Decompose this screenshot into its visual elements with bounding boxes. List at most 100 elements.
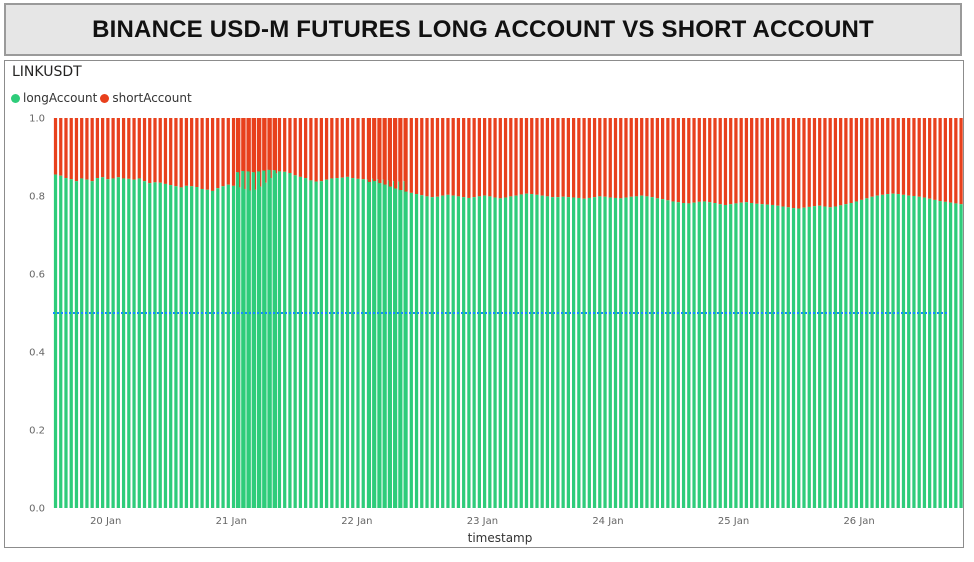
bar-short-account[interactable] bbox=[823, 118, 827, 207]
bar-long-account[interactable] bbox=[498, 198, 502, 508]
bar-long-account[interactable] bbox=[477, 196, 481, 508]
bar-long-account[interactable] bbox=[393, 188, 398, 508]
bar-long-account[interactable] bbox=[262, 170, 266, 508]
bar-long-account[interactable] bbox=[200, 188, 204, 508]
bar-long-account[interactable] bbox=[661, 199, 665, 508]
bar-short-account[interactable] bbox=[153, 118, 157, 183]
bar-short-account[interactable] bbox=[854, 118, 858, 202]
bar-short-account[interactable] bbox=[807, 118, 811, 207]
bar-short-account[interactable] bbox=[340, 118, 344, 178]
bar-long-account[interactable] bbox=[765, 204, 769, 508]
bar-short-account[interactable] bbox=[839, 118, 843, 206]
bar-short-account[interactable] bbox=[216, 118, 220, 189]
bar-short-account[interactable] bbox=[587, 118, 591, 198]
bar-long-account[interactable] bbox=[812, 206, 817, 508]
bar-long-account[interactable] bbox=[210, 190, 215, 508]
bar-long-account[interactable] bbox=[666, 200, 670, 509]
bar-short-account[interactable] bbox=[64, 118, 68, 179]
bar-short-account[interactable] bbox=[530, 118, 534, 195]
bar-short-account[interactable] bbox=[791, 118, 796, 209]
bar-long-account[interactable] bbox=[839, 205, 843, 509]
bar-short-account[interactable] bbox=[488, 118, 492, 197]
bar-short-account[interactable] bbox=[241, 118, 245, 172]
bar-long-account[interactable] bbox=[530, 194, 534, 509]
bar-long-account[interactable] bbox=[80, 178, 84, 508]
bar-short-account[interactable] bbox=[210, 118, 215, 191]
bar-short-account[interactable] bbox=[132, 118, 136, 180]
bar-long-account[interactable] bbox=[101, 177, 105, 508]
bar-long-account[interactable] bbox=[106, 179, 110, 508]
bar-long-account[interactable] bbox=[409, 192, 413, 508]
bar-long-account[interactable] bbox=[277, 171, 282, 508]
bar-long-account[interactable] bbox=[729, 204, 733, 508]
bar-short-account[interactable] bbox=[430, 118, 434, 198]
bar-short-account[interactable] bbox=[174, 118, 178, 187]
bar-short-account[interactable] bbox=[713, 118, 717, 204]
bar-long-account[interactable] bbox=[288, 172, 292, 508]
bar-short-account[interactable] bbox=[802, 118, 806, 208]
bar-short-account[interactable] bbox=[928, 118, 932, 199]
bar-short-account[interactable] bbox=[540, 118, 544, 196]
bar-long-account[interactable] bbox=[309, 180, 313, 508]
bar-long-account[interactable] bbox=[335, 178, 339, 508]
bar-short-account[interactable] bbox=[776, 118, 780, 206]
bar-long-account[interactable] bbox=[571, 197, 576, 508]
bar-short-account[interactable] bbox=[870, 118, 874, 197]
bar-short-account[interactable] bbox=[901, 118, 906, 195]
bar-short-account[interactable] bbox=[943, 118, 947, 202]
bar-long-account[interactable] bbox=[859, 199, 864, 508]
bar-long-account[interactable] bbox=[340, 177, 344, 509]
bar-short-account[interactable] bbox=[859, 118, 864, 200]
bar-long-account[interactable] bbox=[74, 181, 79, 508]
bar-long-account[interactable] bbox=[179, 187, 183, 509]
bar-long-account[interactable] bbox=[681, 203, 686, 508]
bar-short-account[interactable] bbox=[298, 118, 303, 177]
bar-long-account[interactable] bbox=[582, 198, 586, 509]
bar-short-account[interactable] bbox=[535, 118, 539, 195]
bar-short-account[interactable] bbox=[309, 118, 313, 181]
bar-long-account[interactable] bbox=[293, 175, 297, 508]
bar-long-account[interactable] bbox=[116, 177, 120, 508]
bar-long-account[interactable] bbox=[723, 204, 728, 508]
bar-short-account[interactable] bbox=[335, 118, 339, 179]
bar-short-account[interactable] bbox=[435, 118, 440, 197]
bar-long-account[interactable] bbox=[64, 178, 68, 508]
bar-short-account[interactable] bbox=[190, 118, 194, 187]
bar-long-account[interactable] bbox=[420, 195, 424, 508]
bar-long-account[interactable] bbox=[446, 194, 450, 508]
bar-short-account[interactable] bbox=[74, 118, 79, 182]
bar-long-account[interactable] bbox=[917, 196, 921, 508]
bar-long-account[interactable] bbox=[235, 172, 240, 508]
bar-long-account[interactable] bbox=[298, 176, 303, 508]
bar-short-account[interactable] bbox=[938, 118, 942, 202]
bar-long-account[interactable] bbox=[456, 196, 461, 508]
bar-short-account[interactable] bbox=[462, 118, 466, 198]
bar-long-account[interactable] bbox=[833, 206, 838, 508]
bar-short-account[interactable] bbox=[875, 118, 879, 196]
bar-short-account[interactable] bbox=[267, 118, 271, 170]
bar-long-account[interactable] bbox=[241, 171, 245, 508]
bar-short-account[interactable] bbox=[959, 118, 963, 205]
bar-short-account[interactable] bbox=[451, 118, 455, 196]
bar-short-account[interactable] bbox=[598, 118, 602, 197]
bar-short-account[interactable] bbox=[498, 118, 502, 199]
bar-long-account[interactable] bbox=[912, 196, 916, 508]
bar-long-account[interactable] bbox=[692, 202, 696, 508]
bar-long-account[interactable] bbox=[272, 170, 276, 508]
bar-long-account[interactable] bbox=[414, 194, 419, 509]
bar-long-account[interactable] bbox=[153, 182, 157, 508]
bar-long-account[interactable] bbox=[488, 196, 492, 508]
bar-short-account[interactable] bbox=[304, 118, 308, 179]
bar-short-account[interactable] bbox=[729, 118, 733, 205]
bar-short-account[interactable] bbox=[702, 118, 707, 202]
bar-long-account[interactable] bbox=[907, 195, 911, 509]
bar-long-account[interactable] bbox=[216, 188, 220, 508]
bar-short-account[interactable] bbox=[844, 118, 848, 205]
bar-long-account[interactable] bbox=[304, 178, 308, 508]
bar-short-account[interactable] bbox=[231, 118, 236, 186]
bar-long-account[interactable] bbox=[524, 193, 529, 508]
bar-short-account[interactable] bbox=[246, 118, 250, 172]
bar-short-account[interactable] bbox=[561, 118, 565, 197]
bar-short-account[interactable] bbox=[477, 118, 481, 197]
bar-long-account[interactable] bbox=[441, 195, 445, 509]
